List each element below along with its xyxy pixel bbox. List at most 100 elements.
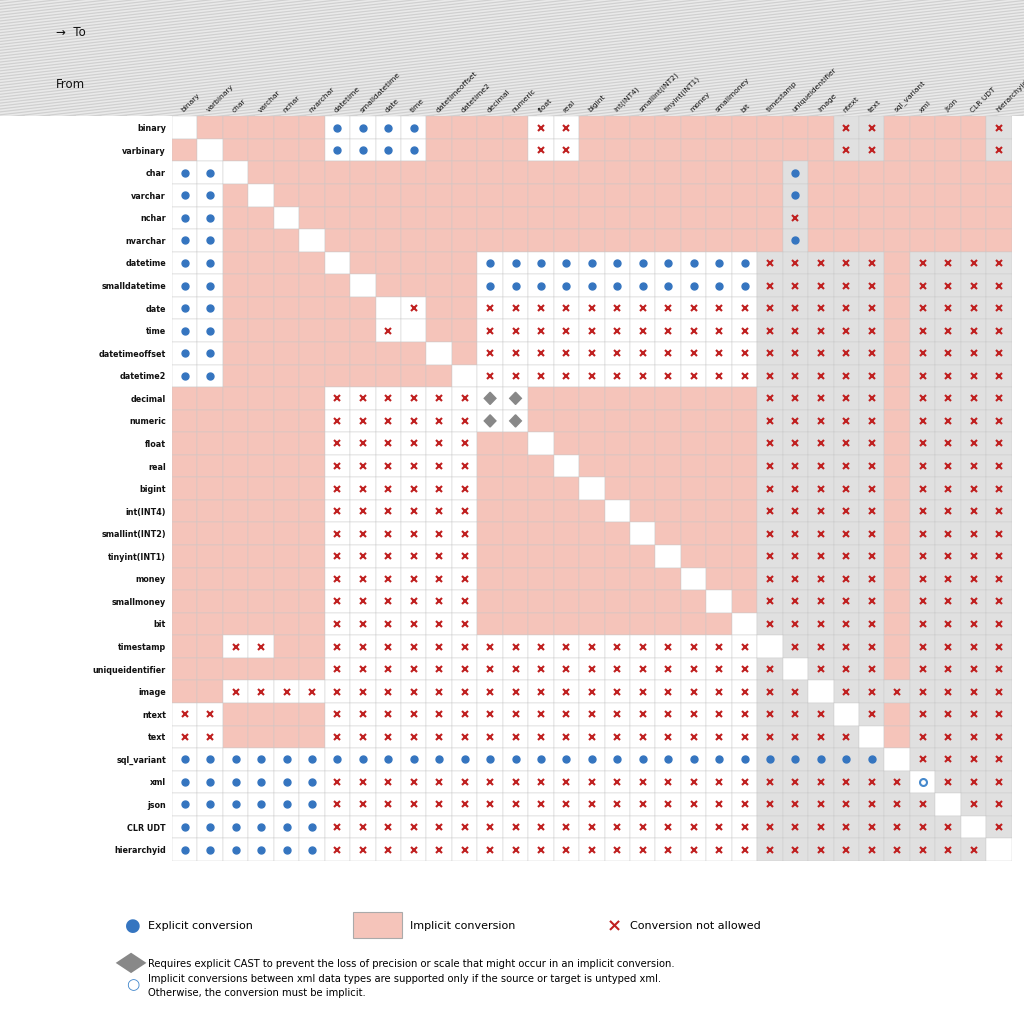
Bar: [961, 207, 986, 230]
Bar: [223, 613, 249, 636]
Bar: [477, 342, 503, 365]
Bar: [961, 591, 986, 613]
Bar: [707, 455, 732, 478]
Bar: [859, 613, 885, 636]
Bar: [503, 794, 528, 816]
Bar: [758, 140, 782, 162]
Bar: [834, 117, 859, 140]
Bar: [961, 478, 986, 500]
Bar: [401, 320, 426, 342]
Bar: [198, 140, 223, 162]
Bar: [249, 387, 273, 411]
Bar: [859, 748, 885, 771]
Bar: [859, 658, 885, 681]
Bar: [477, 703, 503, 726]
Bar: [986, 365, 1012, 387]
Bar: [707, 591, 732, 613]
Bar: [477, 816, 503, 839]
Bar: [604, 794, 630, 816]
Bar: [528, 162, 554, 184]
Text: image: image: [816, 93, 838, 113]
Bar: [630, 140, 655, 162]
Text: Conversion not allowed: Conversion not allowed: [630, 920, 761, 930]
Bar: [910, 500, 935, 523]
Bar: [350, 207, 376, 230]
Bar: [376, 545, 401, 568]
Bar: [172, 703, 198, 726]
Bar: [961, 636, 986, 658]
Bar: [707, 545, 732, 568]
Bar: [707, 117, 732, 140]
Bar: [961, 816, 986, 839]
Bar: [198, 748, 223, 771]
Bar: [910, 478, 935, 500]
Bar: [426, 636, 452, 658]
Bar: [604, 816, 630, 839]
Bar: [273, 455, 299, 478]
Bar: [986, 162, 1012, 184]
Bar: [172, 184, 198, 207]
Bar: [249, 613, 273, 636]
Bar: [808, 794, 834, 816]
Bar: [554, 365, 580, 387]
Bar: [580, 545, 604, 568]
Bar: [554, 230, 580, 253]
Bar: [655, 207, 681, 230]
Bar: [223, 230, 249, 253]
Bar: [986, 636, 1012, 658]
Bar: [935, 613, 961, 636]
Text: decimal: decimal: [131, 394, 166, 404]
Bar: [172, 636, 198, 658]
Bar: [452, 523, 477, 545]
Bar: [299, 117, 325, 140]
Bar: [782, 253, 808, 275]
Bar: [528, 230, 554, 253]
Text: ●: ●: [125, 916, 141, 934]
Text: timestamp: timestamp: [118, 642, 166, 651]
Bar: [477, 117, 503, 140]
Bar: [273, 568, 299, 591]
Bar: [477, 298, 503, 320]
Bar: [401, 636, 426, 658]
Bar: [249, 478, 273, 500]
Bar: [986, 207, 1012, 230]
Bar: [299, 320, 325, 342]
Bar: [655, 162, 681, 184]
Bar: [681, 816, 707, 839]
Bar: [198, 117, 223, 140]
Bar: [961, 162, 986, 184]
Bar: [580, 365, 604, 387]
Bar: [681, 342, 707, 365]
Bar: [503, 681, 528, 703]
Bar: [477, 207, 503, 230]
Bar: [249, 411, 273, 433]
Bar: [758, 545, 782, 568]
Bar: [477, 253, 503, 275]
Text: From: From: [56, 77, 85, 91]
Bar: [834, 342, 859, 365]
Bar: [604, 387, 630, 411]
Bar: [655, 636, 681, 658]
Text: int(INT4): int(INT4): [125, 507, 166, 517]
Bar: [935, 342, 961, 365]
Bar: [350, 636, 376, 658]
Bar: [528, 726, 554, 748]
Bar: [732, 365, 758, 387]
Bar: [376, 771, 401, 794]
Bar: [630, 230, 655, 253]
Bar: [580, 613, 604, 636]
Bar: [758, 568, 782, 591]
Bar: [198, 320, 223, 342]
Bar: [503, 207, 528, 230]
Bar: [325, 433, 350, 455]
Bar: [198, 184, 223, 207]
Bar: [630, 275, 655, 298]
Bar: [782, 613, 808, 636]
Bar: [580, 433, 604, 455]
Text: date: date: [145, 305, 166, 313]
Bar: [808, 365, 834, 387]
Bar: [910, 771, 935, 794]
Bar: [961, 523, 986, 545]
Bar: [554, 162, 580, 184]
Bar: [834, 478, 859, 500]
